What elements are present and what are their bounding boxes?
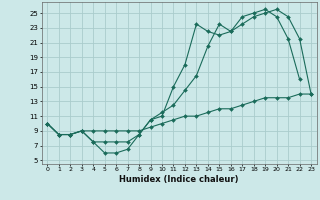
X-axis label: Humidex (Indice chaleur): Humidex (Indice chaleur) [119,175,239,184]
